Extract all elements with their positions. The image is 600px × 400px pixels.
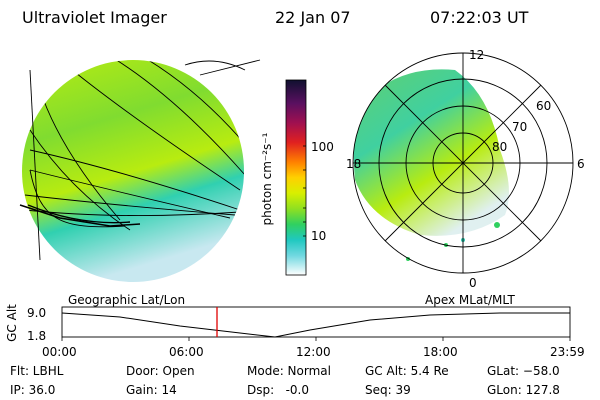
altplot-left-title: Geographic Lat/Lon — [68, 293, 186, 307]
altplot-xtick-0600: 06:00 — [169, 345, 204, 359]
polar-lat-60: 60 — [536, 99, 552, 113]
colorbar-tick-100: 100 — [311, 140, 334, 154]
info-filter: Flt: LBHL — [10, 364, 64, 378]
altplot-ytick-1-8: 1.8 — [27, 329, 47, 343]
colorbar-tick-10: 10 — [311, 229, 327, 243]
altplot-xtick-1800: 18:00 — [423, 345, 458, 359]
info-seq: Seq: 39 — [365, 383, 411, 397]
polar-lat-70: 70 — [512, 120, 528, 134]
polar-lat-80: 80 — [492, 140, 508, 154]
instrument-title: Ultraviolet Imager — [22, 8, 167, 27]
polar-plot — [352, 52, 574, 274]
info-mode: Mode: Normal — [247, 364, 331, 378]
altplot-xtick-1200: 12:00 — [296, 345, 331, 359]
altitude-plot — [61, 306, 571, 341]
altplot-right-title: Apex MLat/MLT — [425, 293, 515, 307]
polar-mlt-18: 18 — [346, 157, 362, 171]
colorbar — [285, 79, 307, 276]
info-gain: Gain: 14 — [126, 383, 177, 397]
altplot-xtick-2359: 23:59 — [550, 345, 585, 359]
info-door: Door: Open — [126, 364, 195, 378]
polar-mlt-12: 12 — [469, 48, 485, 62]
date-label: 22 Jan 07 — [275, 8, 351, 27]
polar-mlt-6: 6 — [577, 157, 585, 171]
globe-image — [19, 59, 261, 282]
time-label: 07:22:03 UT — [430, 8, 529, 27]
altplot-xtick-0000: 00:00 — [42, 345, 77, 359]
info-gc-alt: GC Alt: 5.4 Re — [365, 364, 449, 378]
colorbar-label: photon cm⁻²s⁻¹ — [260, 132, 274, 226]
info-ip: IP: 36.0 — [10, 383, 56, 397]
altplot-ylabel: GC Alt — [5, 304, 19, 342]
altplot-ytick-9: 9.0 — [27, 306, 47, 320]
info-glat: GLat: −58.0 — [487, 364, 560, 378]
info-dsp: Dsp: -0.0 — [247, 383, 310, 397]
info-glon: GLon: 127.8 — [487, 383, 560, 397]
polar-mlt-0: 0 — [469, 276, 477, 290]
